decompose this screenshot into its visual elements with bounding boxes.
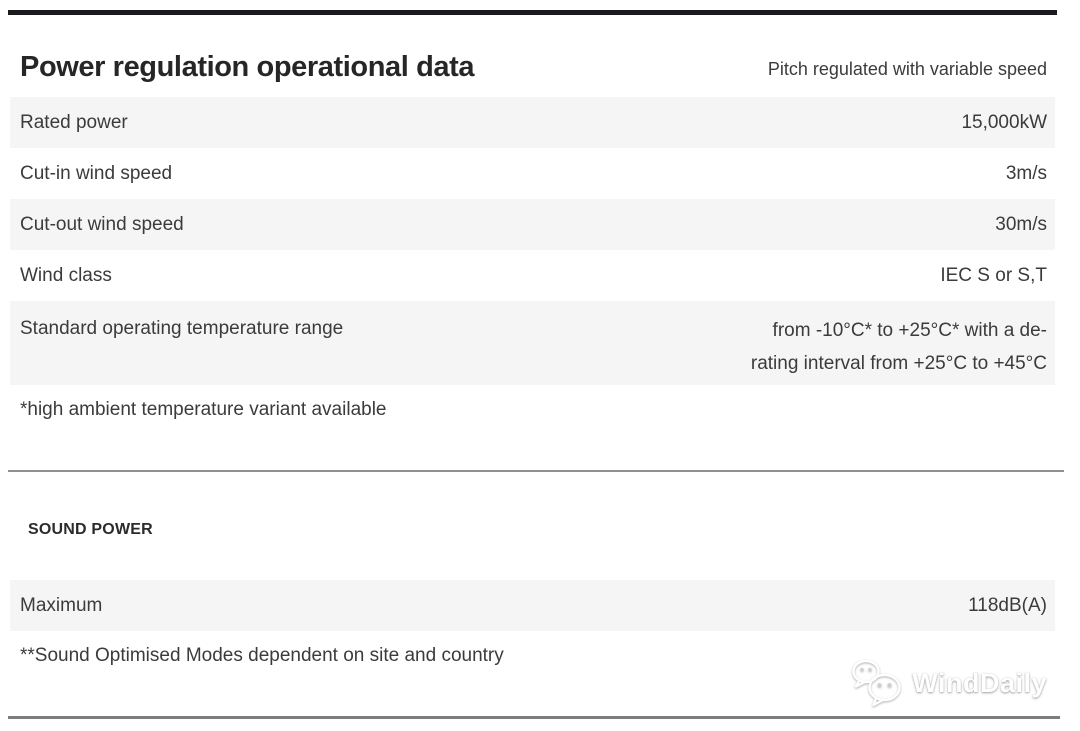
header: Power regulation operational data Pitch … [20, 50, 1047, 84]
sound-power-table: Maximum 118dB(A) [10, 580, 1055, 631]
table-row: Rated power 15,000kW [10, 97, 1055, 148]
row-label: Maximum [20, 594, 103, 616]
row-label: Rated power [20, 111, 128, 133]
row-value: from -10°C* to +25°C* with a de- rating … [751, 301, 1047, 380]
operational-data-table: Rated power 15,000kW Cut-in wind speed 3… [10, 97, 1055, 385]
row-label: Standard operating temperature range [20, 318, 344, 339]
row-value: 30m/s [995, 213, 1047, 235]
row-label: Cut-out wind speed [20, 213, 184, 235]
wechat-icon [851, 658, 903, 708]
table-row: Cut-in wind speed 3m/s [10, 148, 1055, 199]
row-value: 118dB(A) [968, 594, 1047, 616]
row-value-line: rating interval from +25°C to +45°C [750, 353, 1047, 374]
table-row: Cut-out wind speed 30m/s [10, 199, 1055, 250]
header-subtitle: Pitch regulated with variable speed [767, 58, 1047, 79]
footnote-sound-modes: **Sound Optimised Modes dependent on sit… [20, 645, 504, 666]
row-value: 3m/s [1005, 162, 1047, 184]
table-row: Maximum 118dB(A) [10, 580, 1055, 631]
top-rule [8, 10, 1057, 15]
page-title: Power regulation operational data [20, 51, 475, 83]
bottom-rule [8, 716, 1060, 719]
winddaily-watermark: WindDaily [851, 658, 1047, 708]
row-value-line: from -10°C* to +25°C* with a de- [772, 320, 1047, 341]
table-row: Wind class IEC S or S,T [10, 250, 1055, 301]
table-row: Standard operating temperature range fro… [10, 301, 1055, 385]
row-label: Wind class [20, 264, 112, 286]
sound-power-heading: SOUND POWER [28, 521, 153, 538]
row-value: 15,000kW [961, 111, 1047, 133]
watermark-label: WindDaily [912, 667, 1047, 698]
footnote-high-ambient: *high ambient temperature variant availa… [20, 399, 387, 420]
row-label: Cut-in wind speed [20, 162, 173, 184]
row-value: IEC S or S,T [940, 264, 1047, 286]
section-divider [8, 470, 1064, 472]
